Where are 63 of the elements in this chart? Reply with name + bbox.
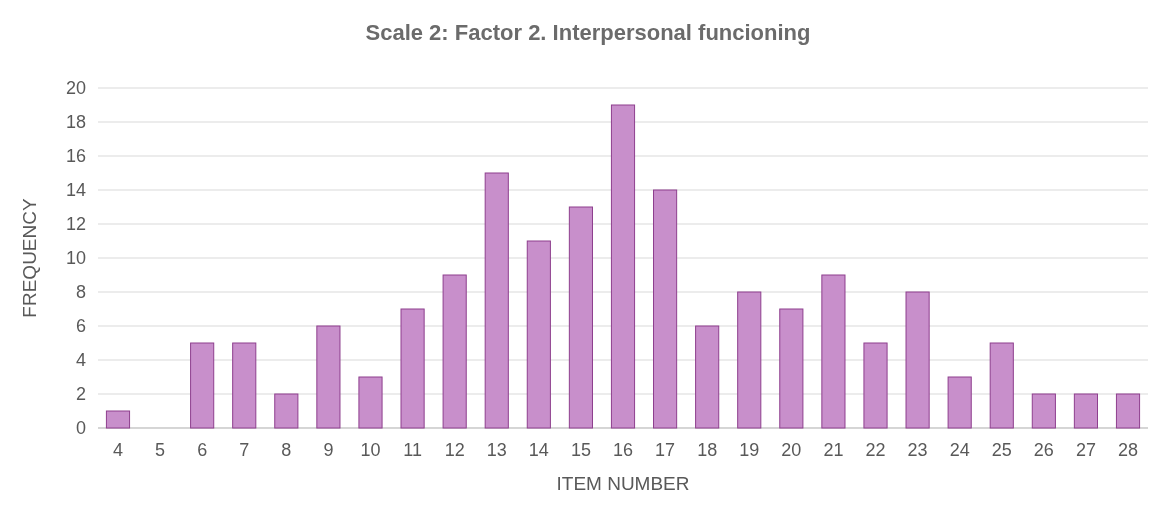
bar <box>737 291 762 429</box>
x-tick-label: 11 <box>403 440 422 460</box>
bar <box>905 291 930 429</box>
x-tick-label: 23 <box>907 440 928 460</box>
bar <box>400 308 425 429</box>
y-tick-label: 2 <box>75 384 86 405</box>
x-tick-label: 12 <box>444 440 465 460</box>
x-tick-label: 25 <box>991 440 1012 460</box>
x-tick-label: 7 <box>239 440 250 460</box>
x-tick-label: 21 <box>823 440 844 460</box>
bar <box>190 342 215 429</box>
x-tick-label: 5 <box>155 440 166 460</box>
bar <box>863 342 888 429</box>
bar <box>358 376 383 429</box>
bar <box>989 342 1014 429</box>
x-tick-label: 16 <box>612 440 634 460</box>
bar <box>1115 393 1141 429</box>
x-tick-label: 20 <box>781 440 802 460</box>
x-axis-title: ITEM NUMBER <box>556 473 690 494</box>
x-tick-label: 26 <box>1033 440 1054 460</box>
chart-title: Scale 2: Factor 2. Interpersonal funcioning <box>365 20 811 45</box>
bar <box>1073 393 1098 429</box>
y-tick-label: 6 <box>75 316 86 337</box>
bar <box>779 308 804 429</box>
y-tick-label: 4 <box>75 350 86 371</box>
bar <box>610 104 636 429</box>
x-tick-label: 17 <box>655 440 676 460</box>
bar <box>442 274 467 429</box>
x-tick-label: 10 <box>360 440 381 460</box>
bar <box>316 325 341 429</box>
bar <box>232 342 257 429</box>
y-tick-label: 14 <box>65 180 86 201</box>
x-tick-label: 19 <box>739 440 760 460</box>
x-tick-label: 15 <box>570 440 591 460</box>
x-tick-label: 4 <box>112 440 123 460</box>
x-tick-label: 9 <box>323 440 334 460</box>
y-tick-label: 20 <box>65 78 86 99</box>
x-tick-label: 27 <box>1075 440 1096 460</box>
y-tick-label: 16 <box>65 146 86 167</box>
bar <box>653 189 678 429</box>
bar <box>105 410 131 429</box>
y-tick-label: 18 <box>65 112 86 133</box>
y-axis-title: FREQUENCY <box>19 198 40 318</box>
y-tick-label: 10 <box>65 248 86 269</box>
x-tick-label: 24 <box>949 440 970 460</box>
x-tick-label: 8 <box>281 440 292 460</box>
bar <box>695 325 720 429</box>
x-tick-label: 28 <box>1117 440 1139 460</box>
y-tick-label: 0 <box>75 418 86 439</box>
bar <box>568 206 593 429</box>
bar <box>274 393 299 429</box>
x-tick-label: 13 <box>486 440 507 460</box>
bar <box>1031 393 1056 429</box>
x-tick-label: 14 <box>528 440 549 460</box>
x-tick-label: 6 <box>197 440 208 460</box>
bar <box>484 172 509 429</box>
x-tick-label: 22 <box>865 440 886 460</box>
bar <box>821 274 846 429</box>
y-tick-label: 8 <box>75 282 86 303</box>
bar <box>526 240 551 429</box>
y-tick-label: 12 <box>65 214 86 235</box>
x-tick-label: 18 <box>697 440 718 460</box>
bar <box>947 376 972 429</box>
